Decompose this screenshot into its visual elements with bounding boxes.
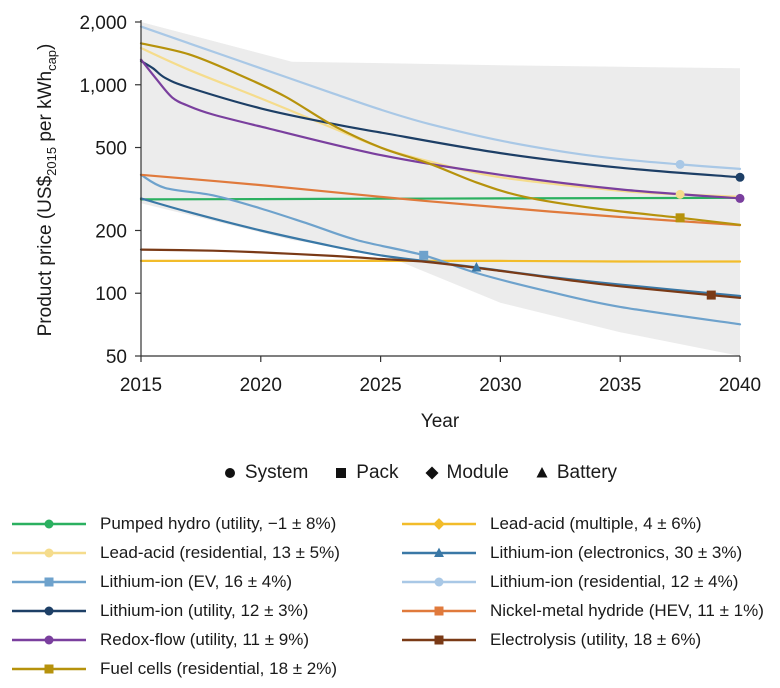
- y-tick-label: 100: [95, 284, 127, 305]
- series-layer: [139, 25, 742, 326]
- series-line-1: [139, 196, 742, 201]
- y-tick-label: 200: [95, 221, 127, 242]
- series-legend-item-7: Lithium-ion (utility, 12 ± 3%): [10, 599, 400, 622]
- series-legend-label: Lithium-ion (residential, 12 ± 4%): [490, 571, 739, 591]
- series-legend-item-9: Redox-flow (utility, 11 ± 9%): [10, 628, 400, 651]
- series-marker-5: [419, 250, 429, 260]
- legend-swatch-marker: [44, 606, 54, 615]
- x-tick-label: 2020: [240, 375, 282, 396]
- series-legend-item-8: Nickel-metal hydride (HEV, 11 ± 1%): [400, 599, 770, 622]
- series-line-6: [139, 25, 742, 170]
- triangle-icon: [536, 467, 548, 478]
- series-marker-11: [675, 213, 685, 223]
- marker-legend-item-system: System: [223, 462, 308, 484]
- diamond-marker: [425, 466, 439, 480]
- series-legend-item-2: Lead-acid (multiple, 4 ± 6%): [400, 512, 770, 535]
- series-marker-6: [675, 159, 685, 169]
- chart: 50 100 200 500 1,000 2,000 2015 2020 2025 2030 203…: [35, 13, 761, 432]
- y-axis-title: Product price (US$2015 per kWhcap): [35, 44, 59, 337]
- series-legend-label: Lithium-ion (utility, 12 ± 3%): [100, 600, 309, 620]
- x-tick-label: 2035: [599, 375, 641, 396]
- series-line-9: [139, 58, 742, 200]
- legend-swatch-marker: [44, 548, 54, 557]
- y-tick-label: 2,000: [79, 13, 127, 34]
- legend-swatch-marker: [44, 664, 54, 673]
- x-tick-label: 2030: [479, 375, 521, 396]
- uncertainty-band-layer: [141, 22, 740, 356]
- series-legend-label: Fuel cells (residential, 18 ± 2%): [100, 658, 338, 678]
- uncertainty-band: [141, 22, 740, 356]
- series-legend-label: Redox-flow (utility, 11 ± 9%): [100, 629, 309, 649]
- y-tick-label: 500: [95, 139, 127, 160]
- circle-icon: [224, 468, 235, 478]
- series-legend-item-10: Electrolysis (utility, 18 ± 6%): [400, 628, 770, 651]
- circle-marker: [224, 468, 235, 478]
- marker-legend-label: Battery: [556, 462, 618, 483]
- marker-legend-label: Pack: [356, 462, 399, 483]
- series-markers: [419, 159, 745, 300]
- x-axis-title: Year: [421, 411, 460, 432]
- series-legend-label: Pumped hydro (utility, −1 ± 8%): [100, 513, 337, 533]
- series-legend-item-6: Lithium-ion (residential, 12 ± 4%): [400, 570, 770, 593]
- series-marker-7: [735, 172, 745, 182]
- legend-swatch: [12, 548, 86, 557]
- series-marker-4: [471, 262, 482, 272]
- marker-legend-item-battery: Battery: [535, 462, 617, 484]
- marker-legend-item-module: Module: [425, 462, 509, 484]
- series-legend-label: Lead-acid (residential, 13 ± 5%): [100, 542, 340, 562]
- series-legend-label: Lead-acid (multiple, 4 ± 6%): [490, 513, 702, 533]
- marker-legend: System Pack Module Battery: [200, 462, 640, 484]
- series-legend-label: Lithium-ion (electronics, 30 ± 3%): [490, 542, 743, 562]
- series-legend-item-11: Fuel cells (residential, 18 ± 2%): [10, 657, 400, 680]
- legend-swatch: [402, 517, 476, 530]
- marker-legend-label: Module: [446, 462, 509, 483]
- marker-legend-item-pack: Pack: [334, 462, 399, 484]
- series-marker-9: [735, 193, 745, 203]
- series-line-10: [139, 248, 742, 299]
- x-tick-label: 2025: [359, 375, 401, 396]
- series-marker-3: [675, 189, 685, 199]
- triangle-marker: [536, 467, 548, 478]
- series-legend-label: Lithium-ion (EV, 16 ± 4%): [100, 571, 293, 591]
- legend-swatch-marker: [434, 635, 444, 644]
- series-legend-label: Electrolysis (utility, 18 ± 6%): [490, 629, 702, 649]
- series-marker-10: [706, 290, 716, 300]
- legend-swatch-marker: [434, 547, 444, 557]
- legend-swatch: [12, 577, 86, 586]
- series-line-5: [139, 173, 742, 326]
- legend-swatch: [12, 635, 86, 644]
- series-legend-item-3: Lead-acid (residential, 13 ± 5%): [10, 541, 400, 564]
- legend-swatch: [12, 519, 86, 528]
- legend-swatch: [402, 635, 476, 644]
- diamond-icon: [425, 466, 439, 480]
- y-tick-label: 1,000: [79, 76, 127, 97]
- legend-swatch-marker: [44, 577, 54, 586]
- square-icon: [336, 468, 347, 478]
- legend-swatch-marker: [434, 606, 444, 615]
- legend-swatch-marker: [434, 577, 444, 586]
- series-legend-label: Nickel-metal hydride (HEV, 11 ± 1%): [490, 600, 764, 620]
- series-line-7: [139, 59, 742, 179]
- legend-swatch: [402, 606, 476, 615]
- legend-swatch-marker: [44, 635, 54, 644]
- marker-legend-label: System: [244, 462, 309, 483]
- series-legend-item-4: Lithium-ion (electronics, 30 ± 3%): [400, 541, 770, 564]
- x-tick-label: 2040: [719, 375, 761, 396]
- axes: 50 100 200 500 1,000 2,000 2015 2020 2025 2030 203…: [79, 13, 761, 396]
- legend-swatch: [402, 577, 476, 586]
- legend-swatch-marker: [44, 519, 54, 528]
- series-line-4: [139, 197, 742, 298]
- legend-swatch-marker: [433, 517, 445, 530]
- series-legend-item-5: Lithium-ion (EV, 16 ± 4%): [10, 570, 400, 593]
- legend-swatch: [12, 664, 86, 673]
- series-legend-item-1: Pumped hydro (utility, −1 ± 8%): [10, 512, 400, 535]
- series-line-11: [139, 42, 742, 226]
- x-tick-label: 2015: [120, 375, 162, 396]
- square-marker: [336, 468, 347, 478]
- legend-swatch: [12, 606, 86, 615]
- legend-swatch: [402, 547, 476, 557]
- y-tick-label: 50: [106, 347, 127, 368]
- series-line-8: [139, 173, 742, 227]
- series-legend: Pumped hydro (utility, −1 ± 8%) Lead-acid…: [10, 512, 775, 680]
